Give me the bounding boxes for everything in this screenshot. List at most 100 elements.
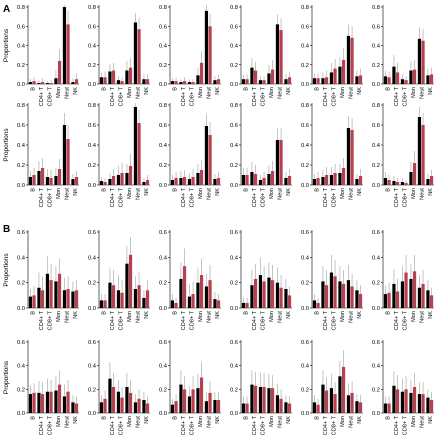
x-category-label: B xyxy=(101,87,107,91)
x-category-label: Neut xyxy=(64,87,70,99)
bar-series2-nk xyxy=(74,177,79,185)
y-tick-label: 0.4 xyxy=(230,255,239,261)
bar-series2-cd4-t xyxy=(40,394,45,413)
y-tick-label: 0.6 xyxy=(301,123,309,129)
bar-series2-cd4-t xyxy=(324,390,329,413)
bar-series2-neut xyxy=(208,280,212,308)
x-category-label: B xyxy=(172,188,178,192)
x-category-label: CD4+ T xyxy=(323,187,329,207)
bar-series2-nk xyxy=(145,180,150,185)
y-tick-label: 0.4 xyxy=(372,143,381,149)
x-category-label: Mon xyxy=(269,87,275,98)
y-tick-label: 0.8 xyxy=(159,103,167,109)
bar-series1-mon xyxy=(54,390,58,413)
bar-series1-b xyxy=(170,404,175,413)
bar-series2-cd8-t xyxy=(49,280,53,308)
bar-series1-cd4-t xyxy=(321,281,325,308)
bar-series2-b xyxy=(316,302,320,308)
bar-series2-cd8-t xyxy=(333,173,337,185)
x-category-label: CD8+ T xyxy=(331,187,337,207)
bar-series1-nk xyxy=(142,79,146,84)
y-tick-label: 0.0 xyxy=(88,82,96,88)
x-category-label: Neut xyxy=(419,311,425,323)
y-tick-label: 0.6 xyxy=(88,340,96,346)
bar-series1-mon xyxy=(196,388,200,413)
y-tick-label: 0.6 xyxy=(372,24,380,30)
x-category-label: NK xyxy=(357,188,363,196)
bar-series2-b xyxy=(32,295,36,308)
bar-series2-b xyxy=(316,178,320,185)
x-category-label: CD4+ T xyxy=(323,415,329,435)
y-tick-label: 0.2 xyxy=(159,163,167,169)
y-tick-label: 0.2 xyxy=(88,281,96,287)
bar-series1-cd8-t xyxy=(329,175,334,185)
bar-series2-nk xyxy=(287,176,292,185)
y-tick-label: 0.4 xyxy=(17,44,26,50)
y-tick-label: 0.8 xyxy=(372,103,380,109)
bar-series1-cd4-t xyxy=(37,392,41,413)
bar-series1-cd8-t xyxy=(45,273,50,308)
x-category-label: CD8+ T xyxy=(189,86,195,106)
x-category-label: Mon xyxy=(340,87,346,98)
bar-series1-neut xyxy=(133,107,138,185)
x-category-label: Mon xyxy=(56,416,62,427)
bar-series1-neut xyxy=(275,140,280,185)
y-tick-label: 0.4 xyxy=(372,364,381,370)
x-category-label: NK xyxy=(144,87,150,95)
y-tick-label: 0.6 xyxy=(230,340,238,346)
x-category-label: B xyxy=(243,188,249,192)
x-category-label: Neut xyxy=(64,416,70,428)
bar-series2-nk xyxy=(74,79,79,84)
x-category-label: CD8+ T xyxy=(402,187,408,207)
y-tick-label: 0.2 xyxy=(159,63,167,69)
x-category-label: CD4+ T xyxy=(39,415,45,435)
y-tick-label: 0.6 xyxy=(159,24,167,30)
bar-series1-neut xyxy=(62,396,67,413)
x-category-label: Neut xyxy=(277,416,283,428)
y-tick-label: 0.2 xyxy=(372,387,380,393)
subplot-a-2-3: 0.0 0.2 0.4 0.6 0.8 B CD4+ T CD8+ T Mon Neut NK xyxy=(159,103,221,207)
x-category-label: CD4+ T xyxy=(39,86,45,106)
y-tick-label: 0.0 xyxy=(17,411,25,417)
bar-series2-nk xyxy=(216,300,221,308)
x-category-label: B xyxy=(172,311,178,315)
y-tick-label: 0.2 xyxy=(301,281,309,287)
y-axis-title: Proportions xyxy=(3,360,10,394)
x-category-label: CD4+ T xyxy=(110,415,116,435)
bar-series1-neut xyxy=(133,289,138,308)
bar-series1-b xyxy=(383,76,388,84)
x-category-label: NK xyxy=(286,188,292,196)
bar-series1-cd8-t xyxy=(400,79,405,84)
x-category-label: Mon xyxy=(269,311,275,322)
y-tick-label: 0.0 xyxy=(301,183,309,189)
bar-series1-mon xyxy=(125,386,129,413)
panel-b-label: B xyxy=(3,224,10,235)
bar-series1-neut xyxy=(62,7,67,84)
y-tick-label: 0.8 xyxy=(372,5,380,11)
bar-series2-b xyxy=(245,175,249,185)
bar-series1-mon xyxy=(338,281,342,308)
x-category-label: CD4+ T xyxy=(110,86,116,106)
subplot-b-2-6: 0.0 0.2 0.4 0.6 B CD4+ T CD8+ T Mon Neut NK xyxy=(372,340,434,435)
bar-series1-b xyxy=(99,402,104,413)
bar-series1-nk xyxy=(213,179,217,185)
bar-series1-nk xyxy=(284,79,288,84)
y-tick-label: 0.2 xyxy=(17,163,25,169)
bar-series1-cd4-t xyxy=(37,287,41,308)
bar-series2-cd8-t xyxy=(404,389,408,413)
x-category-label: Neut xyxy=(64,188,70,200)
bar-series2-cd8-t xyxy=(262,80,266,84)
bar-series2-cd8-t xyxy=(120,397,124,413)
x-category-label: NK xyxy=(357,87,363,95)
bar-series2-neut xyxy=(350,130,354,185)
bar-series1-nk xyxy=(426,179,430,185)
bar-series2-neut xyxy=(208,392,212,413)
bar-series2-neut xyxy=(279,287,283,308)
y-tick-label: 0.2 xyxy=(230,163,238,169)
x-category-label: B xyxy=(314,416,320,420)
y-tick-label: 0.6 xyxy=(372,123,380,129)
y-tick-label: 0.6 xyxy=(17,230,25,236)
bar-series2-neut xyxy=(421,283,425,308)
y-tick-label: 0.4 xyxy=(88,364,97,370)
bar-series2-b xyxy=(387,180,391,185)
